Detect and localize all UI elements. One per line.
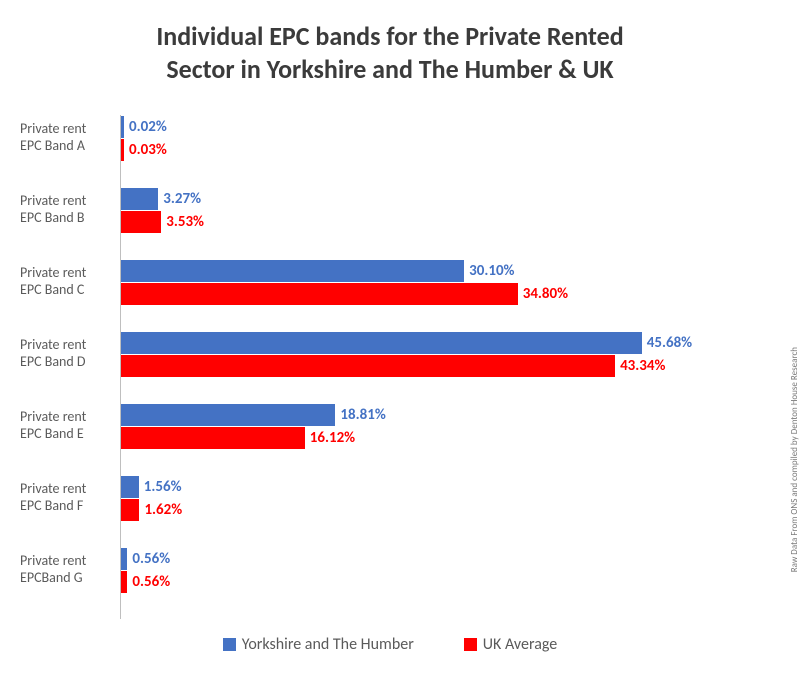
- bar-row: 0.03%: [121, 139, 760, 161]
- category-line2: EPC Band F: [20, 498, 116, 515]
- bar-row: 30.10%: [121, 259, 760, 283]
- bar-value-label: 43.34%: [615, 357, 665, 375]
- y-axis-category-label: Private rentEPC Band F: [20, 475, 120, 521]
- category-line2: EPC Band A: [20, 138, 116, 155]
- y-axis-category-label: Private rentEPC Band C: [20, 259, 120, 305]
- category-line1: Private rent: [20, 121, 116, 138]
- bar-group: 45.68%43.34%: [121, 331, 760, 377]
- bar-value-label: 3.53%: [161, 213, 204, 231]
- chart-container: Individual EPC bands for the Private Ren…: [0, 0, 800, 674]
- bar-value-label: 1.56%: [139, 478, 182, 496]
- plot-area: Private rentEPC Band APrivate rentEPC Ba…: [20, 115, 760, 619]
- category-line1: Private rent: [20, 409, 116, 426]
- bar-value-label: 1.62%: [139, 501, 182, 519]
- bar: 30.10%: [121, 260, 464, 282]
- legend: Yorkshire and The Humber UK Average: [20, 635, 760, 654]
- y-axis-category-label: Private rentEPCBand G: [20, 547, 120, 593]
- legend-item-yorkshire: Yorkshire and The Humber: [223, 635, 414, 654]
- bar: 1.56%: [121, 476, 139, 498]
- category-line2: EPCBand G: [20, 570, 116, 587]
- source-credit: Raw Data From ONS and compiled by Denton…: [789, 347, 800, 572]
- bar-row: 34.80%: [121, 283, 760, 305]
- bar-row: 0.56%: [121, 571, 760, 593]
- category-line1: Private rent: [20, 337, 116, 354]
- bar-value-label: 0.02%: [124, 118, 167, 136]
- y-axis-category-label: Private rentEPC Band A: [20, 115, 120, 161]
- bar: 1.62%: [121, 499, 139, 521]
- legend-swatch: [464, 638, 477, 651]
- bar-value-label: 16.12%: [305, 429, 355, 447]
- bar: 18.81%: [121, 404, 335, 426]
- legend-label: UK Average: [483, 635, 557, 654]
- bar-group: 18.81%16.12%: [121, 403, 760, 449]
- bars-area: 0.02%0.03%3.27%3.53%30.10%34.80%45.68%43…: [120, 115, 760, 619]
- bar-row: 18.81%: [121, 403, 760, 427]
- bar: 0.02%: [121, 116, 124, 138]
- bar-row: 45.68%: [121, 331, 760, 355]
- legend-item-uk: UK Average: [464, 635, 557, 654]
- bar-row: 3.27%: [121, 187, 760, 211]
- bar: 43.34%: [121, 355, 615, 377]
- bar-value-label: 30.10%: [464, 262, 514, 280]
- bar-value-label: 0.03%: [124, 141, 167, 159]
- category-line1: Private rent: [20, 265, 116, 282]
- bar: 0.03%: [121, 139, 124, 161]
- category-line1: Private rent: [20, 481, 116, 498]
- category-line2: EPC Band B: [20, 210, 116, 227]
- bar-value-label: 34.80%: [518, 285, 568, 303]
- bar-value-label: 45.68%: [642, 334, 692, 352]
- bar-row: 16.12%: [121, 427, 760, 449]
- bar-value-label: 0.56%: [127, 573, 170, 591]
- bar: 45.68%: [121, 332, 642, 354]
- bar-group: 0.56%0.56%: [121, 547, 760, 593]
- bar-group: 30.10%34.80%: [121, 259, 760, 305]
- y-axis-labels: Private rentEPC Band APrivate rentEPC Ba…: [20, 115, 120, 619]
- category-line1: Private rent: [20, 553, 116, 570]
- bar-row: 1.62%: [121, 499, 760, 521]
- bar: 16.12%: [121, 427, 305, 449]
- bar: 34.80%: [121, 283, 518, 305]
- bar-row: 0.56%: [121, 547, 760, 571]
- bar: 3.27%: [121, 188, 158, 210]
- bar-value-label: 0.56%: [127, 550, 170, 568]
- bar-row: 1.56%: [121, 475, 760, 499]
- bar-value-label: 18.81%: [335, 406, 385, 424]
- category-line2: EPC Band E: [20, 426, 116, 443]
- bar: 0.56%: [121, 548, 127, 570]
- category-line1: Private rent: [20, 193, 116, 210]
- y-axis-category-label: Private rentEPC Band D: [20, 331, 120, 377]
- legend-label: Yorkshire and The Humber: [242, 635, 414, 654]
- bar: 0.56%: [121, 571, 127, 593]
- chart-title-line1: Individual EPC bands for the Private Ren…: [156, 20, 623, 52]
- bar-row: 43.34%: [121, 355, 760, 377]
- chart-title-line2: Sector in Yorkshire and The Humber & UK: [166, 53, 613, 85]
- bar-group: 3.27%3.53%: [121, 187, 760, 233]
- bar-row: 3.53%: [121, 211, 760, 233]
- bar-group: 1.56%1.62%: [121, 475, 760, 521]
- y-axis-category-label: Private rentEPC Band E: [20, 403, 120, 449]
- bar-row: 0.02%: [121, 115, 760, 139]
- y-axis-category-label: Private rentEPC Band B: [20, 187, 120, 233]
- bar: 3.53%: [121, 211, 161, 233]
- legend-swatch: [223, 638, 236, 651]
- bar-value-label: 3.27%: [158, 190, 201, 208]
- chart-title: Individual EPC bands for the Private Ren…: [20, 20, 760, 85]
- category-line2: EPC Band D: [20, 354, 116, 371]
- bar-group: 0.02%0.03%: [121, 115, 760, 161]
- category-line2: EPC Band C: [20, 282, 116, 299]
